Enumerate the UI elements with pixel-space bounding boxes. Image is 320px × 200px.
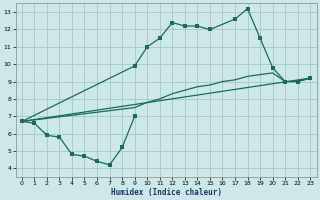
X-axis label: Humidex (Indice chaleur): Humidex (Indice chaleur)	[110, 188, 221, 197]
